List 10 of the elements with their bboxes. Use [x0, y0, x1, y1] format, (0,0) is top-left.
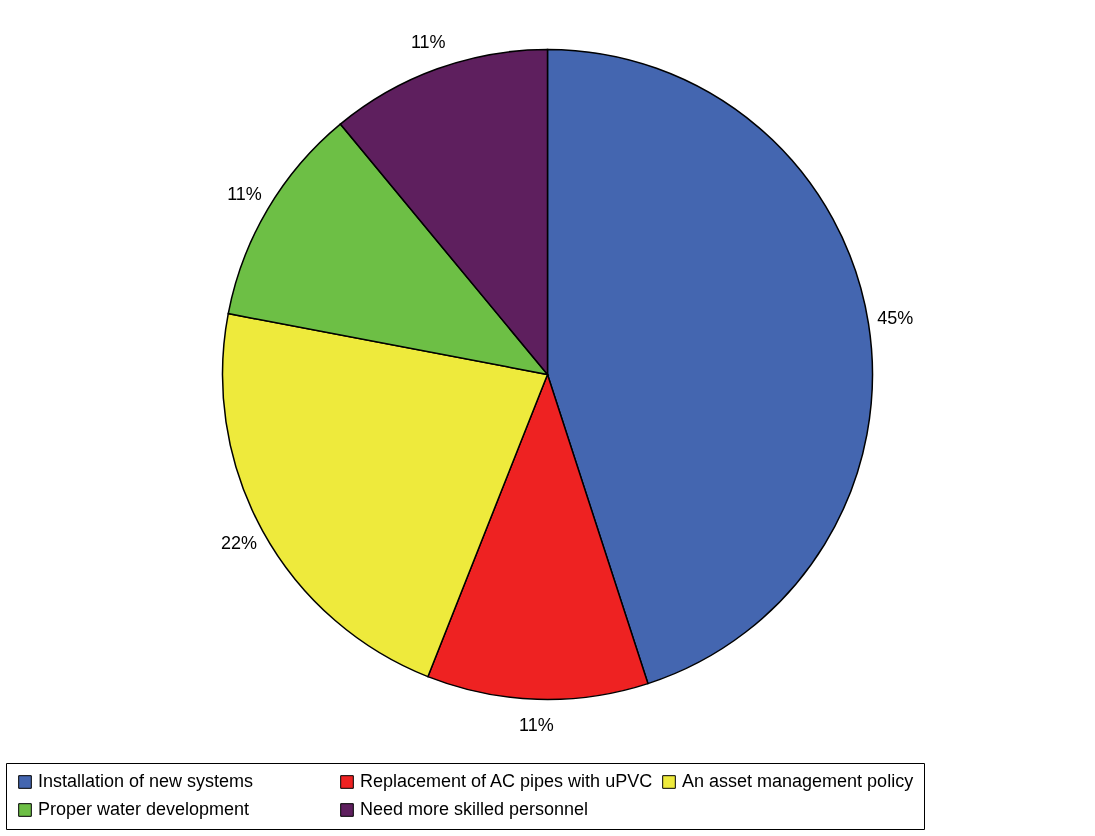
- data-label: 45%: [877, 308, 914, 329]
- legend-label: Installation of new systems: [38, 771, 254, 791]
- data-label: 11%: [519, 715, 554, 736]
- legend-label: An asset management policy: [682, 771, 914, 791]
- data-label: 11%: [410, 32, 446, 53]
- data-label: 22%: [221, 533, 258, 554]
- legend-label: Replacement of AC pipes with uPVC: [360, 771, 653, 791]
- data-label: 11%: [227, 184, 262, 205]
- legend-label: Need more skilled personnel: [360, 799, 589, 819]
- legend-label: Proper water development: [38, 799, 250, 819]
